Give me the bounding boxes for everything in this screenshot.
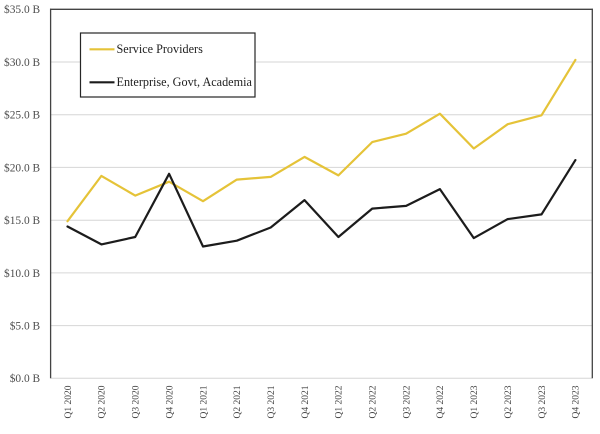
svg-text:Q4 2023: Q4 2023 — [572, 385, 582, 418]
svg-text:Q4 2021: Q4 2021 — [301, 385, 311, 418]
svg-text:$15.0 B: $15.0 B — [4, 215, 40, 227]
svg-text:Q2 2022: Q2 2022 — [369, 385, 379, 418]
svg-text:Q3 2021: Q3 2021 — [267, 385, 277, 418]
svg-text:Q1 2020: Q1 2020 — [64, 385, 74, 418]
svg-text:$30.0 B: $30.0 B — [4, 57, 40, 69]
svg-text:Q1 2022: Q1 2022 — [335, 385, 345, 418]
svg-text:Q3 2023: Q3 2023 — [538, 385, 548, 418]
svg-text:Q4 2020: Q4 2020 — [165, 385, 175, 418]
svg-text:Q3 2022: Q3 2022 — [402, 385, 412, 418]
svg-text:$20.0 B: $20.0 B — [4, 162, 40, 174]
svg-text:$35.0 B: $35.0 B — [4, 4, 40, 16]
svg-text:Q1 2021: Q1 2021 — [199, 385, 209, 418]
svg-text:Q3 2020: Q3 2020 — [132, 385, 142, 418]
svg-text:$0.0 B: $0.0 B — [10, 373, 41, 385]
svg-text:Q4 2022: Q4 2022 — [436, 385, 446, 418]
svg-text:Enterprise, Govt, Academia: Enterprise, Govt, Academia — [117, 75, 253, 89]
svg-text:$25.0 B: $25.0 B — [4, 110, 40, 122]
svg-text:Q2 2021: Q2 2021 — [233, 385, 243, 418]
svg-text:$10.0 B: $10.0 B — [4, 268, 40, 280]
svg-text:$5.0 B: $5.0 B — [10, 321, 41, 333]
svg-text:Service Providers: Service Providers — [117, 42, 204, 56]
svg-text:Q1 2023: Q1 2023 — [470, 385, 480, 418]
svg-text:Q2 2020: Q2 2020 — [98, 385, 108, 418]
svg-text:Q2 2023: Q2 2023 — [504, 385, 514, 418]
